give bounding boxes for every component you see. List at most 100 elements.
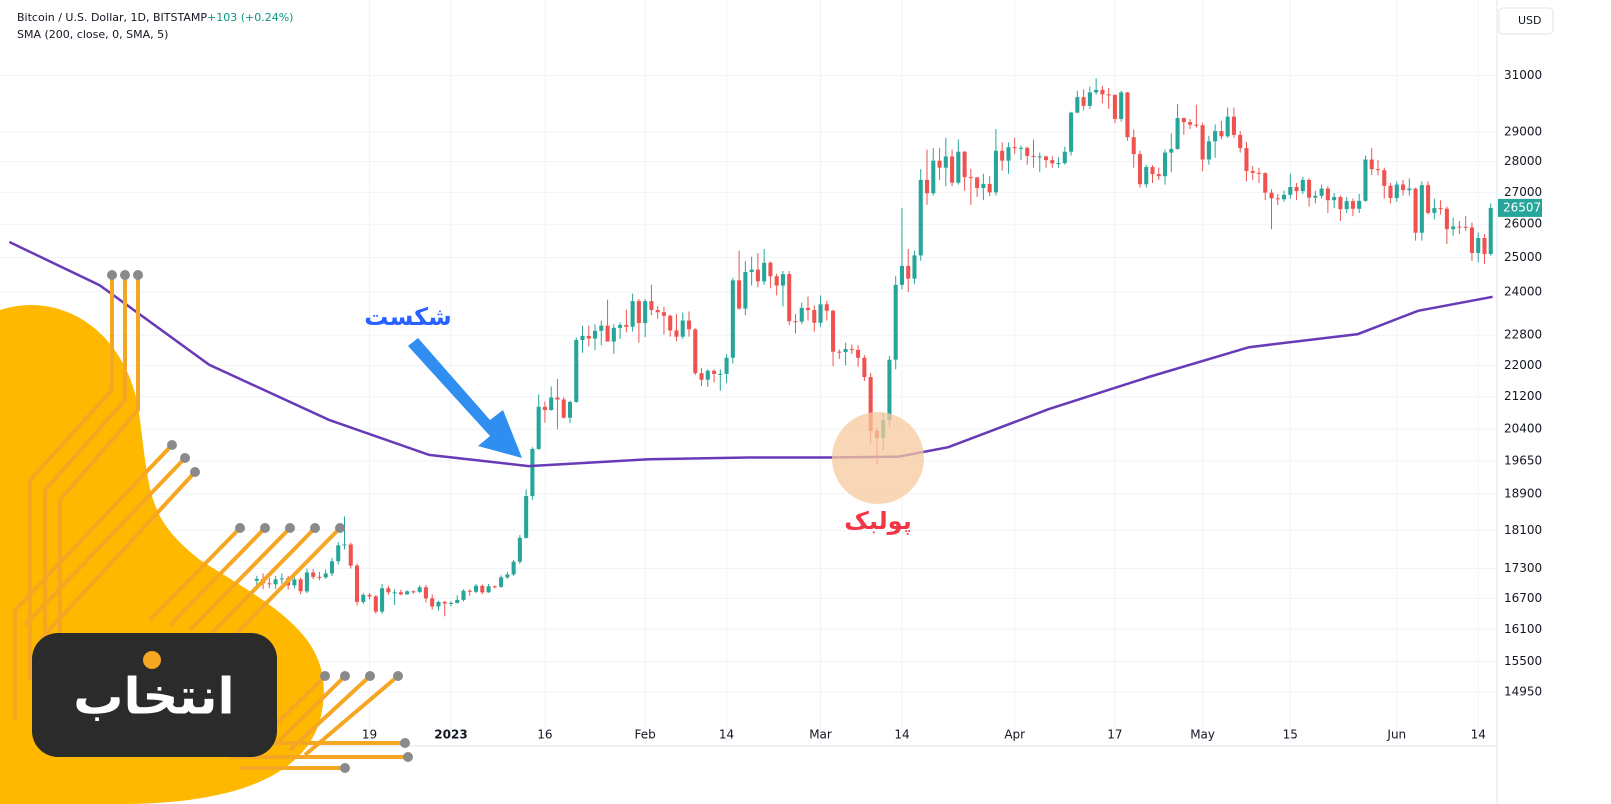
candle-body <box>636 301 641 324</box>
candle-body <box>1382 170 1387 186</box>
candle-body <box>762 262 767 282</box>
y-tick-label: 25000 <box>1504 250 1542 264</box>
candle-body <box>436 601 441 607</box>
y-tick-label: 20400 <box>1504 422 1542 436</box>
candle-body <box>386 588 391 593</box>
candle-body <box>674 330 679 337</box>
last-price-box <box>1498 198 1542 217</box>
candle-body <box>962 151 967 178</box>
candle-body <box>354 565 360 602</box>
candle-body <box>1344 201 1349 210</box>
candle-body <box>1069 112 1074 152</box>
candle-body <box>1037 156 1042 158</box>
logo-text: انتخاب <box>73 668 234 726</box>
candle-body <box>686 320 692 330</box>
candle-body <box>1050 160 1055 164</box>
break-arrow <box>408 338 522 458</box>
candle-body <box>1006 147 1011 161</box>
candle-body <box>862 357 867 378</box>
candle-body <box>1231 116 1236 135</box>
candle-body <box>943 156 948 168</box>
x-tick-label: 14 <box>894 728 909 742</box>
candle-body <box>1282 194 1287 200</box>
candle-body <box>693 329 698 374</box>
x-tick-label: May <box>1190 728 1215 742</box>
candle-body <box>649 301 654 311</box>
candle-body <box>1426 185 1431 213</box>
logo-nodes <box>107 270 413 773</box>
candle-body <box>1018 147 1024 149</box>
candle-body <box>1263 173 1268 193</box>
candle-body <box>1194 124 1199 126</box>
y-tick-label: 18100 <box>1504 523 1542 537</box>
candle-body <box>1319 188 1324 196</box>
x-tick-label: 2023 <box>434 728 467 742</box>
candle-body <box>837 351 842 353</box>
candle-body <box>423 587 428 599</box>
candle-body <box>799 307 804 322</box>
candle-body <box>931 160 936 194</box>
y-tick-label: 17300 <box>1504 561 1542 575</box>
candle-body <box>950 156 955 183</box>
candle-body <box>1087 92 1092 106</box>
candle-body <box>780 274 785 286</box>
candle-body <box>1325 188 1330 201</box>
candle-body <box>1294 187 1299 192</box>
candle-body <box>1031 155 1036 157</box>
candle-body <box>993 150 998 193</box>
candle-body <box>536 406 541 449</box>
candle-body <box>524 496 529 538</box>
candle-body <box>1469 227 1474 253</box>
logo-badge <box>32 633 277 757</box>
x-tick-label: 14 <box>1471 728 1486 742</box>
candle-body <box>373 596 378 612</box>
candle-body <box>1419 185 1424 233</box>
candle-body <box>442 601 447 604</box>
y-tick-label: 16700 <box>1504 591 1542 605</box>
candle-body <box>975 177 980 188</box>
candle-body <box>405 591 410 595</box>
candle-body <box>968 177 973 179</box>
candle-body <box>1275 198 1280 200</box>
candle-body <box>1244 148 1249 172</box>
candle-body <box>893 284 898 360</box>
candle-body <box>473 585 479 592</box>
x-tick-label: 19 <box>362 728 377 742</box>
candle-body <box>1225 116 1230 137</box>
candle-body <box>630 301 635 327</box>
candle-body <box>555 397 560 400</box>
candle-body <box>818 304 823 323</box>
candle-body <box>743 272 748 309</box>
annotation-pullback: پولبک <box>844 507 911 535</box>
candle-body <box>680 320 685 337</box>
x-tick-label: Apr <box>1004 728 1025 742</box>
candle-body <box>1269 192 1274 199</box>
candle-body <box>793 321 798 323</box>
candle-body <box>1488 207 1493 255</box>
candle-body <box>411 591 416 593</box>
candle-body <box>1144 167 1149 185</box>
candle-body <box>317 576 322 578</box>
currency-button[interactable] <box>1498 7 1554 35</box>
candle-body <box>499 577 504 587</box>
candle-body <box>348 544 353 566</box>
candle-body <box>618 324 623 328</box>
indicator-legend: SMA (200, close, 0, SMA, 5) <box>17 28 168 41</box>
candle-body <box>1438 208 1443 210</box>
candle-body <box>768 262 773 277</box>
candle-body <box>1162 152 1168 177</box>
candle-body <box>1238 134 1243 149</box>
y-tick-label: 26000 <box>1504 217 1542 231</box>
candle-body <box>1388 185 1393 198</box>
candle-body <box>737 280 742 309</box>
candle-body <box>542 406 547 410</box>
candle-body <box>1119 92 1124 119</box>
candle-body <box>912 255 917 279</box>
x-tick-label: Jun <box>1386 728 1406 742</box>
candle-body <box>1213 131 1218 142</box>
candle-body <box>668 315 673 331</box>
sma-line <box>8 240 1493 468</box>
candle-body <box>1012 147 1017 149</box>
candle-body <box>392 592 397 594</box>
